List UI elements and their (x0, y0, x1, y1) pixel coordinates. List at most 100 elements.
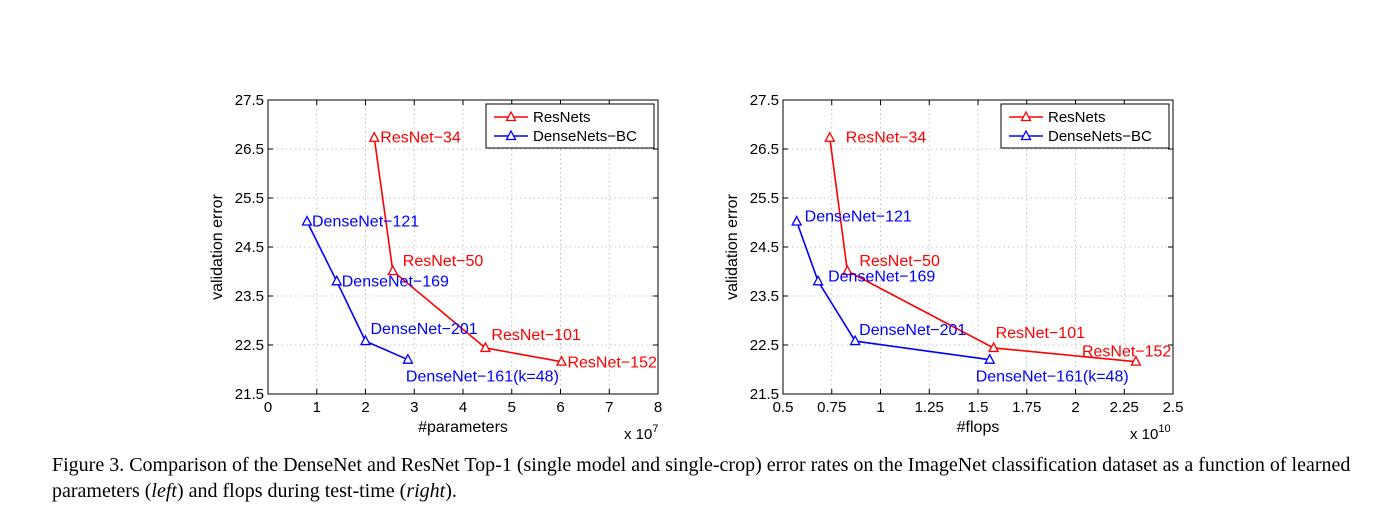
y-tick-label: 26.5 (750, 141, 779, 158)
data-point-label: DenseNet−161(k=48) (976, 369, 1129, 386)
x-axis-label: #parameters (418, 419, 508, 436)
legend-label: DenseNets−BC (533, 128, 637, 145)
y-tick-label: 22.5 (750, 337, 779, 354)
y-tick-label: 21.5 (235, 386, 264, 403)
y-tick-label: 24.5 (235, 239, 264, 256)
caption-right-word: right (406, 480, 446, 502)
y-tick-label: 23.5 (750, 288, 779, 305)
legend-label: ResNets (533, 109, 591, 126)
series-line (306, 221, 409, 361)
caption-text-3: ). (445, 480, 457, 502)
x-tick-label: 0 (264, 399, 272, 416)
series-resnets: ResNet−34 ResNet−50 ResNet−101 ResNet−152 (824, 130, 1171, 366)
legend-marker (1020, 129, 1032, 141)
data-point-label: ResNet−50 (403, 253, 484, 270)
x-tick-label: 2.25 (1110, 399, 1139, 416)
data-point-label: DenseNet−169 (828, 268, 935, 285)
x-tick-label: 5 (508, 399, 516, 416)
chart-panel-flops: 0.5 0.75 1 1.25 1.5 1.75 2 2.25 2.5 21.5 22.5 23.5 2… (724, 92, 1183, 443)
y-tick-label: 26.5 (235, 141, 264, 158)
x-tick-label: 0.5 (773, 399, 794, 416)
data-point-marker (359, 334, 372, 346)
data-point-marker (402, 353, 414, 364)
x-tick-label: 7 (605, 399, 613, 416)
x-tick-label: 3 (410, 399, 418, 416)
data-point-marker (555, 355, 568, 366)
data-point-label: DenseNet−201 (371, 321, 478, 338)
y-axis-label: validation error (209, 193, 226, 300)
legend-marker (505, 129, 517, 141)
legend-box (1000, 103, 1170, 149)
y-tick-label: 21.5 (750, 386, 779, 403)
caption-left-word: left (151, 480, 177, 502)
y-axis-label: validation error (724, 193, 741, 300)
data-point-marker (988, 341, 1000, 353)
data-point-label: DenseNet−161(k=48) (406, 369, 559, 386)
data-point-label: ResNet−34 (380, 130, 461, 147)
x-tick-label: 1.5 (968, 399, 989, 416)
x-tick-label: 2.5 (1163, 399, 1184, 416)
legend: ResNets DenseNets−BC (1000, 103, 1170, 149)
data-point-label: ResNet−34 (846, 130, 927, 147)
data-point-marker (841, 264, 853, 276)
y-tick-label: 25.5 (235, 190, 264, 207)
data-point-label: ResNet−152 (567, 355, 656, 372)
y-tick-label: 23.5 (235, 288, 264, 305)
data-point-marker (1130, 355, 1142, 366)
series-line (795, 221, 990, 361)
x-axis-multiplier: x 107 (624, 423, 658, 443)
data-point-marker (812, 274, 824, 286)
legend-label: DenseNets−BC (1048, 128, 1152, 145)
legend: ResNets DenseNets−BC (485, 103, 655, 149)
x-tick-label: 1 (313, 399, 321, 416)
data-point-label: DenseNet−201 (859, 322, 966, 339)
figure-caption: Figure 3. Comparison of the DenseNet and… (52, 452, 1382, 504)
data-point-marker (984, 353, 996, 364)
x-tick-label: 4 (459, 399, 467, 416)
y-tick-label: 27.5 (235, 92, 264, 109)
legend-label: ResNets (1048, 109, 1106, 126)
series-line (373, 137, 562, 363)
series-line (829, 137, 1137, 363)
legend-marker (505, 110, 517, 122)
caption-text-1: Figure 3. Comparison of the DenseNet and… (52, 454, 1351, 502)
data-point-marker (824, 131, 836, 142)
x-tick-label: 8 (654, 399, 662, 416)
x-axis-multiplier: x 1010 (1130, 423, 1171, 443)
y-tick-label: 25.5 (750, 190, 779, 207)
y-tick-label: 22.5 (235, 337, 264, 354)
caption-text-2: ) and flops during test-time ( (176, 480, 407, 502)
y-tick-label: 24.5 (750, 239, 779, 256)
x-tick-label: 1 (876, 399, 884, 416)
series-densenets: DenseNet−121 DenseNet−169 DenseNet−201 Dens… (791, 209, 1129, 386)
legend-box (485, 103, 655, 149)
data-point-label: DenseNet−121 (312, 214, 419, 231)
data-point-marker (387, 264, 399, 276)
x-axis-label: #flops (957, 419, 1000, 436)
legend-marker (1020, 110, 1032, 122)
chart-panel-parameters: 0 1 2 3 4 5 6 7 8 21.5 22.5 23.5 24.5 25.5 26.5 27.5 #pa… (209, 92, 662, 443)
x-tick-label: 2 (361, 399, 369, 416)
x-tick-label: 6 (556, 399, 564, 416)
data-point-label: DenseNet−169 (342, 273, 449, 290)
data-point-marker (331, 274, 343, 286)
x-tick-label: 2 (1071, 399, 1079, 416)
data-point-marker (791, 215, 803, 226)
data-point-label: ResNet−152 (1082, 344, 1171, 361)
x-tick-label: 1.25 (915, 399, 944, 416)
data-point-marker (368, 131, 380, 142)
data-point-label: ResNet−50 (859, 253, 940, 270)
data-point-label: DenseNet−121 (805, 209, 912, 226)
data-point-marker (301, 215, 313, 226)
series-resnets: ResNet−34 ResNet−50 ResNet−101 ResNet−152 (368, 130, 657, 372)
x-axis-multiplier-exponent: 7 (652, 423, 658, 435)
x-tick-label: 0.75 (817, 399, 846, 416)
x-tick-label: 1.75 (1012, 399, 1041, 416)
series-densenets: DenseNet−121 DenseNet−169 DenseNet−201 Dens… (301, 214, 559, 386)
x-axis-multiplier-exponent: 10 (1158, 423, 1170, 435)
data-point-label: ResNet−101 (491, 327, 580, 344)
y-tick-label: 27.5 (750, 92, 779, 109)
data-point-marker (849, 334, 861, 346)
data-point-marker (479, 341, 492, 353)
